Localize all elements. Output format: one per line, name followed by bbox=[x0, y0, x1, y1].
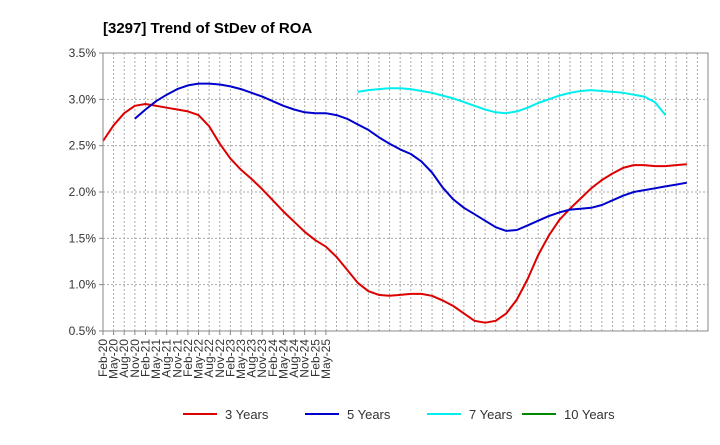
series-line-3-years bbox=[102, 103, 687, 324]
x-tick-label: Feb-23 bbox=[223, 339, 237, 377]
legend-label: 5 Years bbox=[347, 407, 391, 422]
legend: 3 Years 5 Years 7 Years 10 Years bbox=[183, 407, 615, 422]
x-tick-label: Feb-25 bbox=[308, 339, 322, 377]
grid bbox=[103, 53, 708, 331]
axes: 0.5% 1.0% 1.5% 2.0% 2.5% 3.0% 3.5% Feb-20May-20… bbox=[69, 46, 333, 379]
series-lines bbox=[102, 82, 687, 324]
x-tick-label: Feb-20 bbox=[96, 339, 110, 377]
x-tick-label: May-23 bbox=[234, 339, 248, 379]
x-tick-label: Nov-20 bbox=[128, 339, 142, 378]
chart-title: [3297] Trend of StDev of ROA bbox=[103, 20, 312, 37]
x-tick-label: Nov-21 bbox=[170, 339, 184, 378]
y-tick-label: 1.5% bbox=[69, 231, 97, 245]
x-tick-label: Aug-24 bbox=[287, 339, 301, 378]
series-line-5-years bbox=[134, 82, 687, 232]
x-tick-label: Nov-23 bbox=[255, 339, 269, 378]
y-tick-label: 3.0% bbox=[69, 92, 97, 106]
x-tick-label: Feb-22 bbox=[181, 339, 195, 377]
x-tick-label: May-24 bbox=[276, 339, 290, 379]
x-tick-label: Feb-24 bbox=[266, 339, 280, 377]
legend-label: 10 Years bbox=[564, 407, 615, 422]
y-tick-label: 2.5% bbox=[69, 139, 97, 153]
plot-area bbox=[103, 53, 708, 331]
x-tick-label: May-22 bbox=[192, 339, 206, 379]
x-tick-label: Aug-23 bbox=[245, 339, 259, 378]
x-tick-label: Nov-24 bbox=[298, 339, 312, 378]
y-tick-label: 1.0% bbox=[69, 278, 97, 292]
x-tick-label: May-21 bbox=[149, 339, 163, 379]
y-tick-label: 0.5% bbox=[69, 324, 97, 338]
y-tick-label: 3.5% bbox=[69, 46, 97, 60]
legend-label: 3 Years bbox=[225, 407, 269, 422]
x-tick-label: Feb-21 bbox=[138, 339, 152, 377]
series-line-7-years bbox=[357, 87, 667, 116]
x-tick-label: Aug-22 bbox=[202, 339, 216, 378]
y-tick-label: 2.0% bbox=[69, 185, 97, 199]
legend-label: 7 Years bbox=[469, 407, 513, 422]
x-tick-label: Aug-20 bbox=[117, 339, 131, 378]
x-tick-label: Nov-22 bbox=[213, 339, 227, 378]
x-tick-label: May-25 bbox=[319, 339, 333, 379]
x-tick-label: May-20 bbox=[107, 339, 121, 379]
x-tick-label: Aug-21 bbox=[160, 339, 174, 378]
